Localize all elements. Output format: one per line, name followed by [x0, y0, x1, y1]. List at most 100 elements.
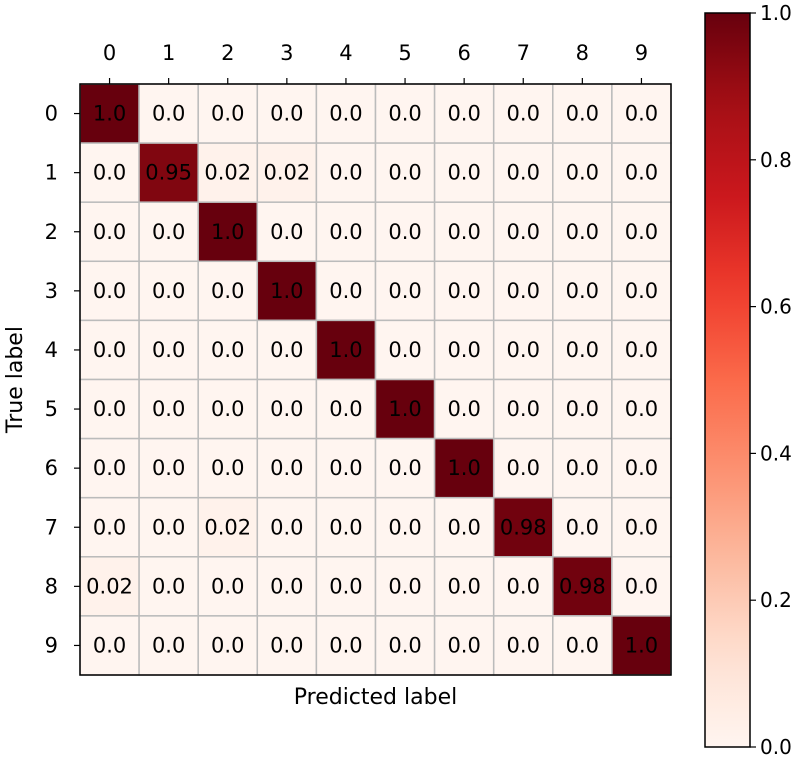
heatmap-cell [374, 615, 436, 676]
cell-value-label: 0.0 [270, 633, 303, 657]
cell-value-label: 0.0 [507, 220, 540, 244]
heatmap-cell [492, 142, 554, 203]
x-tick-label: 3 [280, 41, 293, 65]
heatmap-cell [79, 615, 140, 676]
cell-value-label: 0.02 [263, 161, 310, 185]
cell-value-label: 0.0 [447, 633, 480, 657]
cell-value-label: 0.0 [211, 633, 244, 657]
cell-value-label: 0.0 [507, 456, 540, 480]
x-tick-label: 9 [635, 41, 648, 65]
heatmap-cell [433, 319, 495, 381]
cell-value-label: 0.0 [93, 633, 126, 657]
heatmap-cell [433, 437, 495, 499]
cell-value-label: 0.0 [388, 633, 421, 657]
cell-value-label: 0.0 [152, 574, 185, 598]
colorbar [704, 12, 751, 748]
heatmap-cell [315, 556, 377, 617]
cell-value-label: 0.0 [625, 397, 658, 421]
cell-value-label: 0.02 [204, 161, 251, 185]
heatmap-cell [79, 437, 140, 499]
cell-value-label: 1.0 [625, 633, 658, 657]
cell-value-label: 0.0 [447, 102, 480, 126]
cell-value-label: 0.98 [559, 574, 606, 598]
cell-value-label: 0.0 [329, 456, 362, 480]
heatmap-cell [552, 142, 613, 203]
x-tick-label: 1 [162, 41, 175, 65]
cell-value-label: 0.0 [388, 574, 421, 598]
cell-value-label: 0.0 [152, 515, 185, 539]
heatmap-cell [611, 319, 672, 381]
cell-value-label: 0.0 [329, 102, 362, 126]
cell-value-label: 0.0 [211, 397, 244, 421]
heatmap-cell [197, 378, 259, 440]
heatmap-cell [138, 201, 199, 263]
heatmap-cell [79, 260, 140, 322]
colorbar-ticks: 0.0 0.2 0.4 0.6 0.8 1.0 [750, 1, 792, 759]
heatmap-cell [492, 496, 554, 558]
heatmap-cell [138, 556, 199, 617]
cell-value-label: 0.0 [329, 574, 362, 598]
cell-value-label: 1.0 [447, 456, 480, 480]
cell-value-label: 0.0 [447, 161, 480, 185]
heatmap-cell [374, 83, 436, 144]
heatmap-cell [611, 83, 672, 144]
heatmap-cell [197, 496, 259, 558]
cell-value-label: 0.0 [152, 456, 185, 480]
x-tick-label: 5 [398, 41, 411, 65]
cell-value-label: 0.0 [625, 574, 658, 598]
heatmap-cell [79, 378, 140, 440]
heatmap-cell [433, 496, 495, 558]
cell-value-label: 0.0 [211, 279, 244, 303]
cell-value-label: 0.0 [625, 279, 658, 303]
heatmap-cell [611, 260, 672, 322]
y-axis-ticks: 0 1 2 3 4 5 6 7 8 9 [45, 102, 80, 657]
cell-value-label: 0.0 [93, 338, 126, 362]
cell-value-label: 0.0 [93, 515, 126, 539]
colorbar-tick-label: 1.0 [760, 1, 792, 25]
heatmap-cell [433, 142, 495, 203]
heatmap-cell [79, 201, 140, 263]
heatmap-cell [138, 496, 199, 558]
cell-value-label: 1.0 [329, 338, 362, 362]
cell-value-label: 0.0 [625, 102, 658, 126]
cell-value-label: 0.0 [507, 574, 540, 598]
cell-value-label: 0.0 [507, 102, 540, 126]
heatmap-cell [138, 319, 199, 381]
cell-value-label: 0.0 [152, 633, 185, 657]
cell-value-label: 0.0 [388, 161, 421, 185]
colorbar-tick-label: 0.0 [760, 735, 792, 759]
heatmap-cell [552, 378, 613, 440]
heatmap-cell [492, 437, 554, 499]
y-axis-label: True label [3, 326, 28, 434]
cell-value-label: 0.0 [270, 515, 303, 539]
cell-value-label: 0.0 [388, 220, 421, 244]
heatmap-cell [197, 556, 259, 617]
cell-value-label: 0.0 [566, 102, 599, 126]
y-tick-label: 4 [45, 338, 58, 362]
cell-value-label: 0.0 [270, 338, 303, 362]
cell-value-label: 0.0 [566, 338, 599, 362]
heatmap-cell [374, 378, 436, 440]
x-tick-label: 2 [221, 41, 234, 65]
cell-value-label: 0.0 [329, 161, 362, 185]
heatmap-cell [552, 496, 613, 558]
cell-value-label: 0.0 [566, 161, 599, 185]
cell-value-label: 0.0 [625, 338, 658, 362]
heatmap-cell [256, 496, 318, 558]
cell-value-label: 0.0 [211, 456, 244, 480]
cell-value-label: 0.0 [566, 279, 599, 303]
cell-value-label: 0.0 [625, 161, 658, 185]
heatmap-cell [374, 496, 436, 558]
heatmap-cell [611, 437, 672, 499]
cell-value-label: 0.0 [152, 338, 185, 362]
heatmap-cell [492, 556, 554, 617]
cell-value-label: 0.0 [625, 220, 658, 244]
cell-value-label: 0.0 [388, 456, 421, 480]
cell-value-label: 0.0 [270, 456, 303, 480]
cell-value-label: 0.0 [329, 397, 362, 421]
heatmap-cell [552, 437, 613, 499]
heatmap-cell [256, 437, 318, 499]
cell-value-label: 0.0 [152, 279, 185, 303]
cell-value-label: 0.0 [270, 574, 303, 598]
